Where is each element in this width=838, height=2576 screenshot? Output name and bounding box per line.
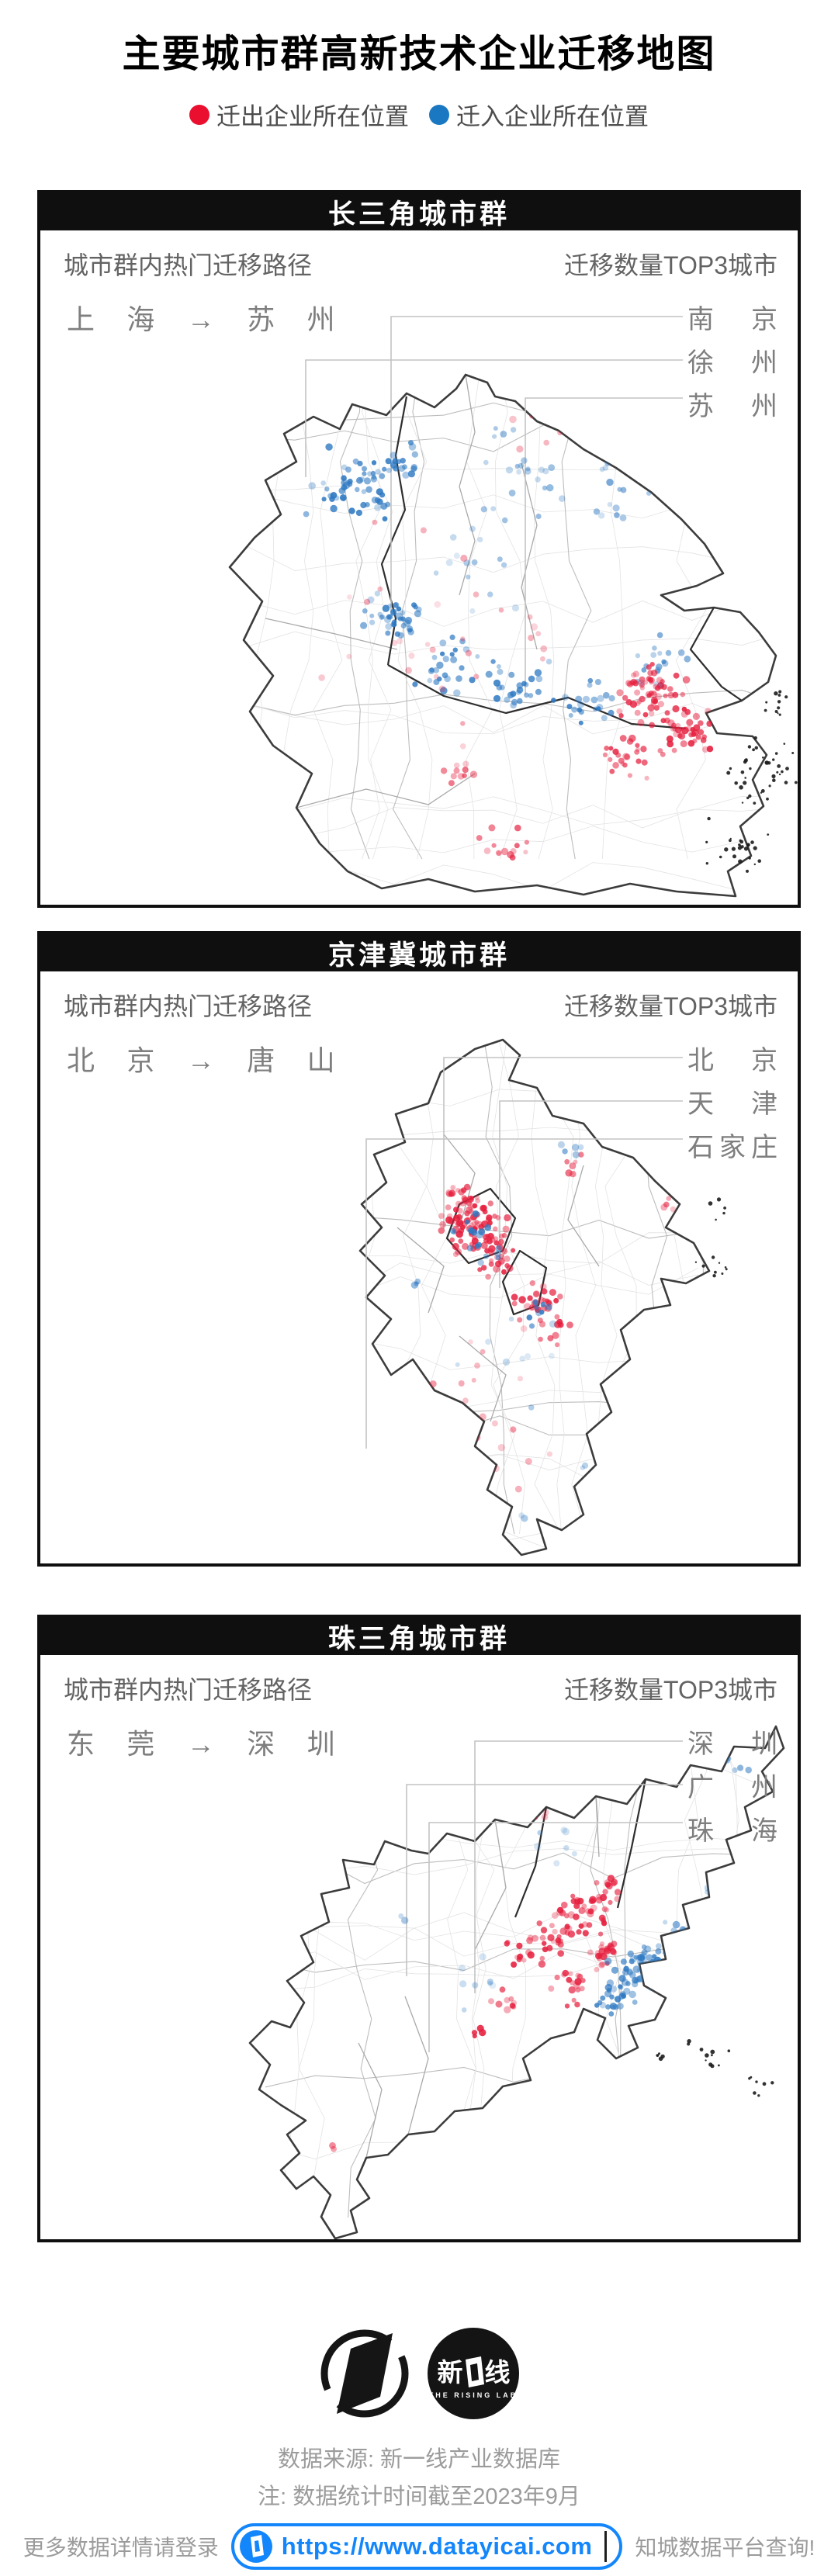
prefecture-borders xyxy=(265,375,538,808)
cta-left-text: 更多数据详情请登录 xyxy=(23,2536,219,2560)
footer-cta-row: 更多数据详情请登录 https://www.datayicai.com 知城数据… xyxy=(0,2523,838,2570)
hot-route: 东莞→深圳 xyxy=(67,1728,368,1760)
route-section-label: 城市群内热门迁移路径 xyxy=(64,1676,313,1704)
top3-list: 北京天津石家庄 xyxy=(687,1040,777,1171)
page-title: 主要城市群高新技术企业迁移地图 xyxy=(122,33,716,75)
in-dot-icon xyxy=(429,104,449,125)
migration-dots xyxy=(303,411,719,861)
top3-city: 石家庄 xyxy=(687,1132,777,1162)
hot-route: 上海→苏州 xyxy=(67,303,368,335)
logo-cn-left: 新 xyxy=(438,2358,463,2387)
top3-section-label: 迁移数量TOP3城市 xyxy=(563,992,777,1020)
site-url[interactable]: https://www.datayicai.com xyxy=(281,2533,593,2560)
prefecture-borders xyxy=(396,1134,600,1422)
top3-section-label: 迁移数量TOP3城市 xyxy=(563,251,777,279)
top3-list: 南京徐州苏州 xyxy=(687,299,777,430)
legend-out-item: 迁出企业所在位置 xyxy=(189,97,409,132)
county-borders xyxy=(230,375,776,892)
scatter-map-yangtze xyxy=(228,316,798,898)
meta-row: 城市群内热门迁移路径 迁移数量TOP3城市 xyxy=(64,1671,777,1706)
scatter-map-jingjinji xyxy=(358,1038,728,1556)
migration-dots xyxy=(360,1141,709,1522)
panel-body: 城市群内热门迁移路径 迁移数量TOP3城市 东莞→深圳 深圳广州珠海 xyxy=(40,1655,798,2239)
island-specks xyxy=(694,1197,728,1278)
leader-lines xyxy=(305,316,683,694)
region-outline xyxy=(358,1038,711,1556)
panel-jingjinji: 京津冀城市群 城市群内热门迁移路径 迁移数量TOP3城市 北京→唐山 北京天津石… xyxy=(37,931,801,1567)
logo-sub-text: THE RISING LAB xyxy=(429,2391,518,2399)
top3-city: 深圳 xyxy=(687,1729,777,1759)
region-outline xyxy=(228,373,777,898)
datayicai-icon xyxy=(239,2530,272,2563)
top3-city: 南京 xyxy=(687,304,777,334)
data-source-line: 数据来源: 新一线产业数据库 xyxy=(277,2447,561,2472)
panel-yangtze-delta: 长三角城市群 城市群内热门迁移路径 迁移数量TOP3城市 上海→苏州 南京徐州苏… xyxy=(37,190,801,908)
top3-city: 徐州 xyxy=(687,348,777,378)
top3-section-label: 迁移数量TOP3城市 xyxy=(563,1676,777,1704)
province-borders xyxy=(514,1778,647,1918)
legend-in-item: 迁入企业所在位置 xyxy=(429,97,649,132)
top3-city: 广州 xyxy=(687,1772,777,1802)
hot-route: 北京→唐山 xyxy=(67,1044,368,1076)
footer-logos: 新 线 THE RISING LAB xyxy=(0,2326,838,2421)
legend-out-label: 迁出企业所在位置 xyxy=(216,103,409,130)
url-pill[interactable]: https://www.datayicai.com xyxy=(230,2523,623,2570)
panel-title: 京津冀城市群 xyxy=(40,934,798,971)
prefecture-borders xyxy=(358,1795,600,2159)
panel-pearl-delta: 珠三角城市群 城市群内热门迁移路径 迁移数量TOP3城市 东莞→深圳 深圳广州珠… xyxy=(37,1615,801,2242)
scatter-map-pearl xyxy=(248,1725,785,2239)
top3-list: 深圳广州珠海 xyxy=(687,1724,777,1854)
panel-title: 珠三角城市群 xyxy=(40,1618,798,1655)
panel-body: 城市群内热门迁移路径 迁移数量TOP3城市 上海→苏州 南京徐州苏州 xyxy=(40,230,798,905)
region-outline xyxy=(248,1725,785,2239)
top3-city: 苏州 xyxy=(687,391,777,421)
legend: 迁出企业所在位置 迁入企业所在位置 xyxy=(0,97,838,132)
island-specks xyxy=(705,690,798,873)
rising-lab-logo-icon: 新 线 THE RISING LAB xyxy=(428,2328,519,2419)
leader-lines xyxy=(406,1740,683,2052)
out-dot-icon xyxy=(189,104,210,125)
logo-cn-right: 线 xyxy=(485,2358,511,2387)
data-note-line: 注: 数据统计时间截至2023年9月 xyxy=(258,2484,580,2509)
leader-lines xyxy=(365,1057,683,1449)
top3-city: 珠海 xyxy=(687,1816,777,1846)
text-caret xyxy=(604,2531,608,2562)
legend-in-label: 迁入企业所在位置 xyxy=(456,103,649,130)
route-section-label: 城市群内热门迁移路径 xyxy=(64,251,313,279)
meta-row: 城市群内热门迁移路径 迁移数量TOP3城市 xyxy=(64,987,777,1023)
top3-city: 天津 xyxy=(687,1089,777,1119)
route-section-label: 城市群内热门迁移路径 xyxy=(64,992,313,1020)
panel-body: 城市群内热门迁移路径 迁移数量TOP3城市 北京→唐山 北京天津石家庄 xyxy=(40,971,798,1563)
yicai-logo-icon xyxy=(320,2329,409,2418)
top3-city: 北京 xyxy=(687,1045,777,1075)
cta-right-text: 知城数据平台查询! xyxy=(635,2536,815,2560)
panel-title: 长三角城市群 xyxy=(40,193,798,230)
island-specks xyxy=(656,2039,774,2097)
meta-row: 城市群内热门迁移路径 迁移数量TOP3城市 xyxy=(64,246,777,282)
